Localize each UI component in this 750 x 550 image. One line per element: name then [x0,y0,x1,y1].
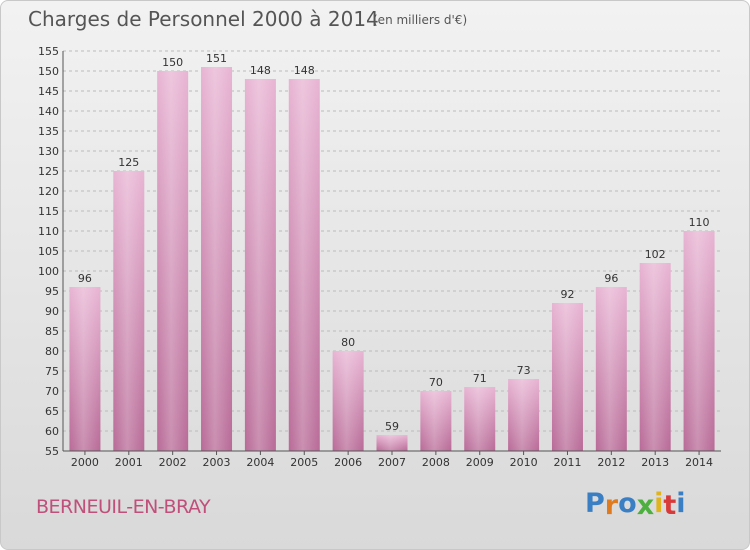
bar-shine [157,71,189,451]
data-label: 110 [689,216,710,229]
y-tick-label: 60 [45,425,59,438]
y-tick-label: 75 [45,365,59,378]
data-label: 150 [162,56,183,69]
bar-shine [113,171,145,451]
bar-shine [464,387,496,451]
y-tick-label: 90 [45,305,59,318]
y-tick-label: 135 [38,125,59,138]
data-label: 92 [560,288,574,301]
y-tick-label: 100 [38,265,59,278]
y-tick-label: 125 [38,165,59,178]
x-tick-label: 2012 [597,456,625,469]
commune-name: BERNEUIL-EN-BRAY [36,496,211,518]
x-tick-label: 2001 [115,456,143,469]
x-tick-label: 2007 [378,456,406,469]
logo-letter: i [654,488,664,519]
proxiti-logo: Proxiti [585,488,686,521]
y-tick-label: 140 [38,105,59,118]
y-tick-label: 110 [38,225,59,238]
bar-shine [420,391,452,451]
data-label: 70 [429,376,443,389]
y-tick-label: 85 [45,325,59,338]
bar-shine [244,79,276,451]
x-tick-label: 2010 [510,456,538,469]
x-tick-label: 2002 [159,456,187,469]
y-tick-label: 150 [38,65,59,78]
data-label: 148 [250,64,271,77]
bar-shine [639,263,671,451]
bar-shine [551,303,583,451]
data-label: 151 [206,52,227,65]
chart-subtitle: (en milliers d'€) [373,13,468,27]
y-tick-label: 70 [45,385,59,398]
y-tick-label: 120 [38,185,59,198]
data-label: 80 [341,336,355,349]
bar-shine [332,351,364,451]
x-tick-label: 2009 [466,456,494,469]
x-tick-label: 2013 [641,456,669,469]
data-label: 102 [645,248,666,261]
bar-shine [201,67,233,451]
y-tick-label: 65 [45,405,59,418]
bar-shine [595,287,627,451]
data-label: 96 [78,272,92,285]
y-tick-label: 105 [38,245,59,258]
data-label: 125 [118,156,139,169]
data-label: 96 [604,272,618,285]
x-tick-label: 2000 [71,456,99,469]
y-axis: 55 60 65 70 75 80 85 90 95 100 105 110 115 120 125 130 1… [38,45,59,458]
y-tick-label: 55 [45,445,59,458]
bar-shine [376,435,408,451]
bar-shine [683,231,715,451]
x-axis: 2000 2001 2002 2003 2004 2005 2006 2007 2008 2009… [71,451,713,469]
x-tick-label: 2003 [203,456,231,469]
data-label: 59 [385,420,399,433]
chart-title: Charges de Personnel 2000 à 2014 [28,7,379,31]
x-tick-label: 2008 [422,456,450,469]
x-tick-label: 2011 [553,456,581,469]
y-tick-label: 155 [38,45,59,58]
logo-letter: x [636,490,655,521]
bar-shine [69,287,101,451]
logo-letter: o [618,488,637,519]
y-tick-label: 130 [38,145,59,158]
data-label: 73 [517,364,531,377]
logo-letter: r [604,490,619,521]
x-tick-label: 2004 [246,456,274,469]
y-tick-label: 95 [45,285,59,298]
bar-shine [288,79,320,451]
bars: 96 125 150 151 148 148 80 59 70 71 73 92 96 102 110 [69,52,715,451]
logo-letter: t [663,490,677,521]
x-tick-label: 2014 [685,456,713,469]
y-tick-label: 145 [38,85,59,98]
x-tick-label: 2006 [334,456,362,469]
x-tick-label: 2005 [290,456,318,469]
logo-letter: i [676,488,686,519]
logo-letter: P [585,488,605,519]
bar-shine [508,379,540,451]
y-tick-label: 80 [45,345,59,358]
data-label: 148 [294,64,315,77]
y-tick-label: 115 [38,205,59,218]
data-label: 71 [473,372,487,385]
